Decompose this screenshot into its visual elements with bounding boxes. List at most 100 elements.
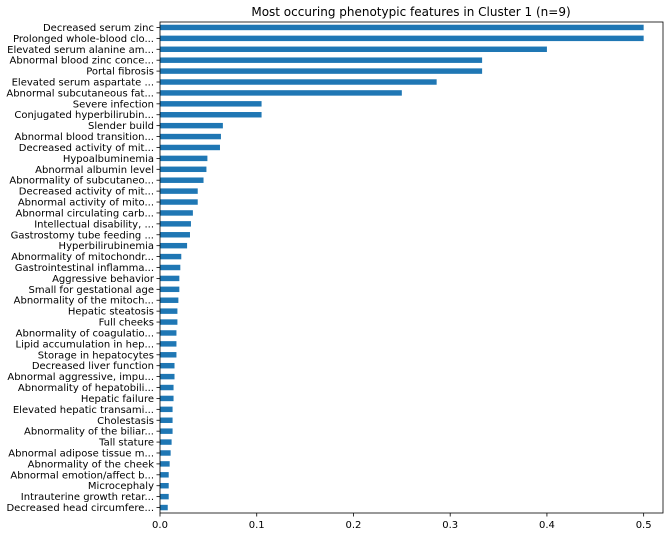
bar bbox=[160, 232, 190, 238]
y-tick-label: Abnormal adipose tissue m... bbox=[8, 448, 154, 459]
bar bbox=[160, 35, 644, 42]
bar bbox=[160, 79, 437, 85]
bar bbox=[160, 264, 181, 271]
y-tick-label: Microcephaly bbox=[88, 481, 154, 492]
bar bbox=[160, 297, 179, 303]
x-tick-label: 0.0 bbox=[152, 520, 168, 531]
chart-title: Most occuring phenotypic features in Clu… bbox=[251, 5, 570, 19]
bar bbox=[160, 242, 188, 249]
y-tick-label: Abnormal emotion/affect b... bbox=[10, 470, 154, 481]
bar bbox=[160, 188, 198, 194]
bar bbox=[160, 199, 198, 205]
y-tick-label: Full cheeks bbox=[99, 318, 154, 329]
y-tick-label: Hypoalbuminemia bbox=[63, 154, 154, 165]
bar bbox=[160, 122, 223, 129]
y-tick-label: Hyperbilirubinemia bbox=[59, 241, 154, 252]
bar bbox=[160, 308, 178, 314]
bar bbox=[160, 504, 168, 511]
bar bbox=[160, 155, 208, 162]
y-tick-label: Abnormality of mitochondr... bbox=[11, 252, 154, 263]
bar bbox=[160, 417, 173, 423]
bar bbox=[160, 330, 177, 336]
bar bbox=[160, 210, 193, 216]
bar bbox=[160, 144, 220, 151]
bar bbox=[160, 319, 178, 325]
y-tick-label: Hepatic steatosis bbox=[68, 307, 154, 318]
bar bbox=[160, 428, 173, 434]
y-tick-label: Abnormal circulating carb... bbox=[15, 208, 154, 219]
y-tick-label: Decreased liver function bbox=[32, 361, 154, 372]
y-tick-label: Elevated serum aspartate ... bbox=[12, 78, 154, 89]
x-tick-label: 0.4 bbox=[539, 520, 555, 531]
y-tick-label: Slender build bbox=[88, 121, 154, 132]
x-tick-label: 0.1 bbox=[249, 520, 265, 531]
bar bbox=[160, 68, 483, 74]
bar bbox=[160, 253, 182, 260]
y-tick-label: Intrauterine growth retar... bbox=[21, 492, 154, 503]
bar bbox=[160, 286, 180, 293]
y-tick-label: Lipid accumulation in hep... bbox=[16, 339, 154, 350]
y-tick-label: Abnormal blood zinc conce... bbox=[10, 56, 154, 67]
y-tick-label: Decreased activity of mit... bbox=[19, 143, 154, 154]
bar bbox=[160, 101, 262, 107]
bar bbox=[160, 275, 180, 282]
bar bbox=[160, 362, 175, 369]
y-tick-label: Prolonged whole-blood clo... bbox=[13, 34, 154, 45]
y-tick-label: Storage in hepatocytes bbox=[38, 350, 154, 361]
y-tick-label: Abnormality of the biliar... bbox=[24, 427, 154, 438]
bar bbox=[160, 341, 177, 347]
bar bbox=[160, 493, 169, 500]
bar bbox=[160, 461, 170, 467]
bar bbox=[160, 395, 174, 402]
y-tick-label: Abnormality of the mitoch... bbox=[14, 296, 154, 307]
y-tick-label: Portal fibrosis bbox=[86, 67, 154, 78]
y-tick-label: Gastrointestinal inflamma... bbox=[15, 263, 154, 274]
x-tick-label: 0.5 bbox=[636, 520, 652, 531]
y-tick-label: Small for gestational age bbox=[28, 285, 154, 296]
bar bbox=[160, 112, 262, 118]
y-tick-label: Abnormal blood transition... bbox=[15, 132, 154, 143]
bar bbox=[160, 166, 207, 173]
y-tick-label: Gastrostomy tube feeding ... bbox=[11, 230, 154, 241]
x-tick-label: 0.3 bbox=[442, 520, 458, 531]
y-tick-label: Abnormal subcutaneous fat... bbox=[6, 88, 154, 99]
y-tick-label: Cholestasis bbox=[97, 416, 154, 427]
bar bbox=[160, 133, 221, 140]
bar bbox=[160, 450, 171, 456]
bar bbox=[160, 221, 191, 227]
y-tick-label: Abnormality of subcutaneo... bbox=[9, 176, 154, 187]
x-tick-label: 0.2 bbox=[346, 520, 362, 531]
y-tick-label: Abnormal aggressive, impu... bbox=[7, 372, 154, 383]
y-tick-label: Abnormality of the cheek bbox=[28, 459, 155, 470]
y-tick-label: Elevated serum alanine am... bbox=[7, 45, 154, 56]
bar bbox=[160, 373, 175, 380]
y-tick-label: Decreased head circumfere... bbox=[6, 503, 154, 514]
plot-frame bbox=[159, 21, 664, 514]
y-tick-label: Abnormal albumin level bbox=[35, 165, 154, 176]
bar bbox=[160, 384, 174, 391]
y-tick-label: Decreased serum zinc bbox=[43, 23, 154, 34]
y-tick-label: Severe infection bbox=[73, 99, 154, 110]
y-tick-label: Elevated hepatic transami... bbox=[13, 405, 154, 416]
bar bbox=[160, 177, 204, 183]
bar bbox=[160, 90, 402, 96]
y-tick-label: Tall stature bbox=[98, 438, 154, 449]
bar bbox=[160, 472, 169, 478]
y-tick-label: Hepatic failure bbox=[81, 394, 154, 405]
bar bbox=[160, 24, 644, 31]
bar bbox=[160, 46, 547, 53]
bar bbox=[160, 57, 483, 63]
y-tick-label: Aggressive behavior bbox=[52, 274, 155, 285]
bar bbox=[160, 482, 169, 489]
bar bbox=[160, 439, 172, 445]
y-tick-label: Abnormal activity of mito... bbox=[18, 198, 154, 209]
bar bbox=[160, 406, 173, 413]
y-tick-label: Decreased activity of mit... bbox=[19, 187, 154, 198]
y-tick-label: Abnormality of coagulatio... bbox=[16, 328, 154, 339]
bar bbox=[160, 352, 177, 358]
y-tick-label: Abnormality of hepatobili... bbox=[18, 383, 154, 394]
y-tick-label: Intellectual disability, ... bbox=[34, 219, 154, 230]
y-tick-label: Conjugated hyperbilirubin... bbox=[14, 110, 154, 121]
